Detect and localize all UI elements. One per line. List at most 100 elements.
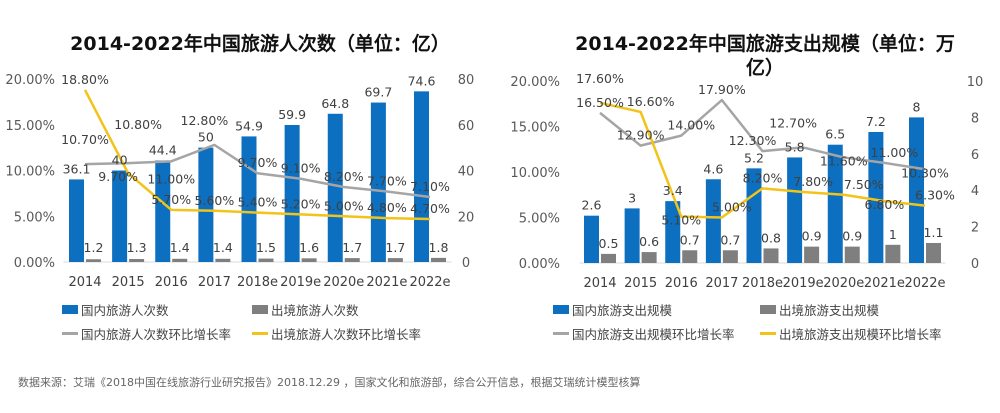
bar-data-label: 69.7 (364, 85, 392, 100)
left-axis-tick-label: 0.00% (14, 256, 55, 271)
legend-label: 国内旅游人次数环比增长率 (81, 327, 232, 342)
x-axis-tick-label: 2017 (705, 276, 738, 291)
x-axis-tick-label: 2022e (409, 275, 450, 290)
line-data-label: 5.20% (281, 196, 321, 211)
bar-data-label: 1.8 (429, 240, 449, 255)
bar-domestic (327, 113, 343, 263)
bar-outbound (344, 258, 360, 262)
growth-line-outbound (599, 101, 926, 219)
bar-data-label: 0.9 (842, 229, 862, 244)
bar-outbound (601, 253, 616, 263)
left-chart-title: 2014-2022年中国旅游人次数（单位：亿） (10, 32, 510, 56)
line-data-label: 5.00% (712, 200, 752, 215)
line-data-label: 4.80% (367, 200, 407, 215)
bar-data-label: 0.6 (639, 234, 659, 249)
legend-label: 国内旅游支出规模 (572, 303, 673, 318)
right-axis-tick-label: 10 (967, 75, 984, 90)
bar-domestic (705, 179, 721, 263)
bar-data-label: 44.4 (149, 142, 177, 157)
line-data-label: 12.70% (769, 115, 817, 130)
x-axis-tick-label: 2019e (783, 276, 824, 291)
x-axis-tick-label: 2015 (624, 276, 657, 291)
bar-data-label: 8 (913, 99, 921, 114)
bar-outbound (129, 259, 145, 262)
line-data-label: 9.70% (238, 155, 278, 170)
x-axis-tick-label: 2015 (112, 275, 145, 290)
line-data-label: 7.50% (844, 177, 884, 192)
bar-data-label: 2.6 (582, 198, 602, 213)
legend-label: 出境旅游支出规模环比增长率 (779, 327, 942, 342)
legend-item: 出境旅游支出规模环比增长率 (760, 324, 942, 343)
legend-swatch (252, 305, 268, 314)
bar-data-label: 0.7 (720, 232, 740, 247)
right-title-line2: 亿） (745, 57, 784, 79)
bar-data-label: 7.2 (866, 114, 886, 129)
bar-data-label: 1.6 (299, 240, 319, 255)
x-axis-tick-label: 2016 (155, 275, 188, 290)
right-axis-tick-label: 2 (971, 221, 979, 236)
right-axis-tick-label: 20 (458, 210, 475, 225)
left-axis-tick-label: 0.00% (519, 257, 560, 272)
bar-domestic (370, 102, 386, 262)
bar-data-label: 1.5 (256, 240, 276, 255)
line-data-label: 9.10% (281, 161, 321, 176)
bar-data-label: 5.8 (785, 139, 805, 154)
bar-domestic (155, 160, 171, 262)
left-axis-tick-label: 10.00% (5, 165, 55, 180)
line-data-label: 8.20% (743, 170, 783, 185)
bar-outbound (301, 258, 317, 262)
bar-data-label: 1.4 (213, 240, 233, 255)
line-data-label: 4.70% (410, 201, 450, 216)
legend-item: 国内旅游支出规模 (553, 300, 672, 319)
bar-domestic (284, 124, 300, 262)
legend-line (62, 332, 78, 335)
x-axis-tick-label: 2021e (864, 276, 905, 291)
bar-domestic (112, 170, 128, 262)
bar-outbound (172, 258, 188, 262)
line-data-label: 7.10% (410, 179, 450, 194)
bar-outbound (431, 257, 446, 262)
growth-line-domestic (84, 143, 431, 199)
line-data-label: 12.90% (617, 128, 665, 143)
bar-data-label: 64.8 (321, 96, 349, 111)
bar-outbound (885, 244, 901, 263)
left-axis-tick-label: 20.00% (5, 73, 55, 88)
bar-domestic (584, 215, 599, 263)
bar-data-label: 5.2 (744, 150, 764, 165)
legend-item: 国内旅游人次数环比增长率 (62, 324, 231, 343)
bar-data-label: 1.1 (924, 225, 944, 240)
left-axis-tick-label: 15.00% (510, 121, 560, 136)
right-axis-tick-label: 40 (458, 165, 475, 180)
line-data-label: 16.50% (576, 95, 624, 110)
bar-data-label: 1 (889, 227, 897, 242)
right-title-line1: 2014-2022年中国旅游支出规模（单位：万 (575, 33, 955, 55)
left-axis-tick-label: 10.00% (510, 166, 560, 181)
legend-swatch (553, 305, 569, 314)
bar-domestic (665, 201, 681, 263)
line-data-label: 8.20% (324, 169, 364, 184)
legend-item: 出境旅游人次数环比增长率 (252, 324, 421, 343)
bar-data-label: 1.7 (385, 240, 405, 255)
bar-data-label: 1.3 (127, 240, 147, 255)
x-axis-tick-label: 2014 (68, 275, 101, 290)
bar-data-label: 74.6 (408, 73, 436, 88)
legend-item: 国内旅游支出规模环比增长率 (553, 324, 735, 343)
bar-outbound (763, 248, 779, 263)
bar-data-label: 6.5 (825, 127, 845, 142)
bar-outbound (804, 246, 820, 263)
bar-data-label: 0.9 (802, 229, 822, 244)
growth-line-domestic (599, 98, 926, 171)
bar-domestic (414, 91, 429, 262)
bar-domestic (909, 117, 924, 264)
line-data-label: 5.00% (324, 198, 364, 213)
line-data-label: 10.70% (61, 132, 109, 147)
bar-data-label: 1.4 (170, 240, 190, 255)
left-axis-tick-label: 5.00% (519, 212, 560, 227)
bar-data-label: 54.9 (235, 118, 263, 133)
legend-item: 出境旅游人次数 (252, 300, 359, 319)
x-axis-tick-label: 2018e (742, 276, 783, 291)
left-axis-tick-label: 15.00% (5, 119, 55, 134)
bar-outbound (844, 246, 860, 263)
bar-domestic (69, 179, 84, 262)
line-data-label: 11.00% (147, 171, 195, 186)
